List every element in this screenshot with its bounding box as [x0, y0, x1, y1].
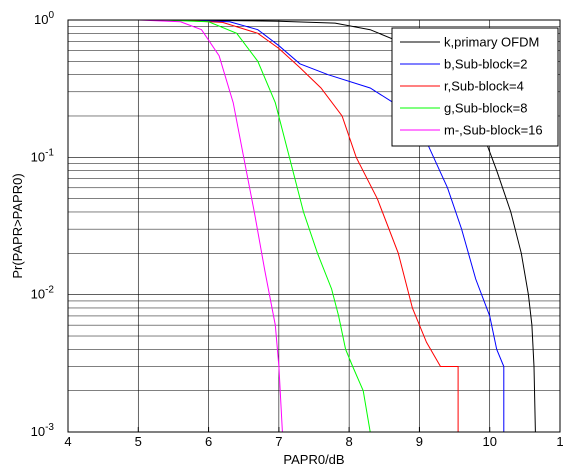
- y-tick-label: 10-3: [31, 422, 55, 439]
- x-tick-label: 5: [135, 434, 142, 449]
- y-axis-label: Pr(PAPR>PAPR0): [10, 173, 25, 278]
- series-line: [89, 19, 459, 432]
- y-tick-label: 100: [34, 10, 54, 27]
- x-axis-ticks: 4 5 6 7 8 9 10 1: [64, 427, 564, 449]
- y-tick-label: 10-1: [31, 147, 55, 164]
- legend: k,primary OFDM b,Sub-block=2 r,Sub-block=4…: [391, 27, 559, 147]
- x-tick-label: 4: [64, 434, 71, 449]
- plot-frame: [67, 19, 561, 433]
- series-line: [89, 19, 371, 433]
- legend-label: r,Sub-block=4: [444, 79, 524, 94]
- x-tick-label: 1: [556, 434, 563, 449]
- x-tick-label: 10: [482, 434, 496, 449]
- x-tick-label: 8: [346, 434, 353, 449]
- legend-label: b,Sub-block=2: [444, 57, 527, 72]
- y-axis-ticks: 10-3 10-2 10-1 100: [31, 10, 55, 439]
- series-line: [89, 19, 283, 433]
- x-tick-label: 6: [205, 434, 212, 449]
- x-tick-label: 9: [416, 434, 423, 449]
- legend-label: k,primary OFDM: [444, 35, 539, 50]
- legend-label: g,Sub-block=8: [444, 101, 527, 116]
- legend-box: [391, 27, 559, 147]
- x-axis-label: PAPR0/dB: [283, 452, 344, 467]
- x-tick-label: 7: [275, 434, 282, 449]
- legend-label: m-,Sub-block=16: [444, 123, 543, 138]
- y-tick-label: 10-2: [31, 285, 55, 302]
